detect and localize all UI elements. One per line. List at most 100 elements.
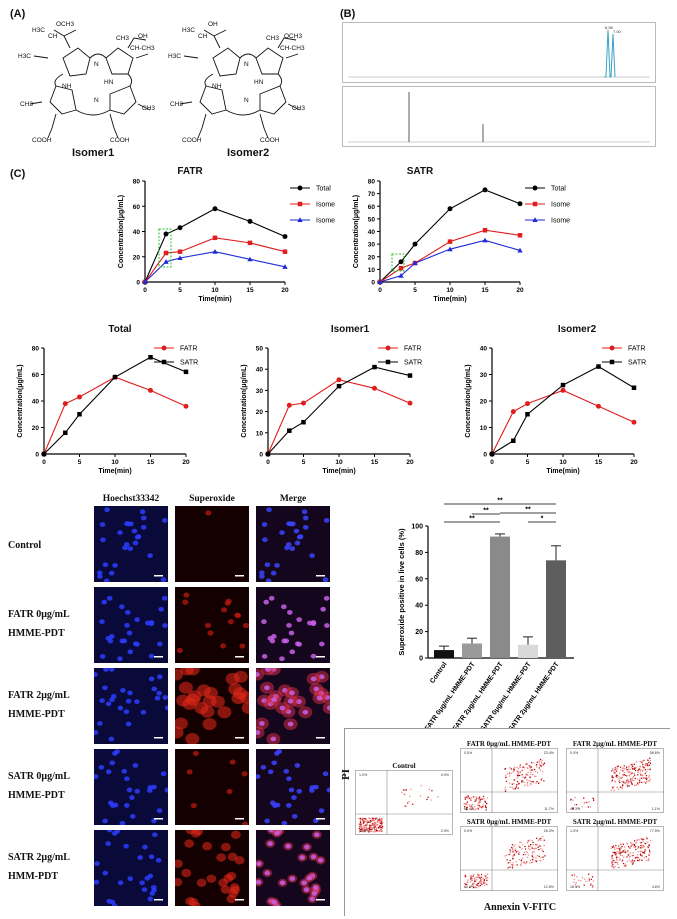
flow-event: [538, 855, 540, 858]
flow-event: [631, 779, 634, 781]
nucleus: [119, 604, 125, 610]
flow-quadrant-label: 1.0%: [359, 773, 368, 777]
cell-signal: [234, 612, 241, 618]
flow-event: [633, 774, 636, 776]
flow-event: [646, 771, 648, 773]
flow-event: [411, 803, 414, 805]
data-point: [161, 345, 167, 351]
isomer1-label: N: [94, 97, 99, 104]
nucleus: [273, 830, 280, 836]
nucleus: [109, 899, 116, 905]
micro-image: [175, 830, 249, 906]
nucleus: [142, 844, 148, 850]
cell-signal: [202, 842, 213, 851]
flow-event: [515, 852, 518, 854]
y-tick-label: 40: [480, 346, 488, 353]
flow-event: [430, 799, 432, 801]
flow-event: [374, 826, 376, 828]
flow-event: [478, 796, 481, 799]
flow-event: [643, 781, 645, 783]
flow-event: [617, 848, 619, 850]
flow-frame: [566, 748, 664, 813]
flow-event: [519, 846, 521, 849]
data-point: [297, 185, 303, 191]
flow-event: [635, 784, 637, 786]
flow-event: [631, 783, 633, 786]
flow-event: [537, 840, 540, 842]
nucleus: [283, 768, 290, 774]
flow-event: [543, 780, 545, 782]
data-point: [287, 428, 292, 433]
flow-event: [484, 884, 486, 886]
flow-event: [649, 850, 651, 853]
flow-event: [640, 841, 643, 844]
hplc-bottom-frame: [342, 86, 656, 147]
nucleus: [161, 595, 168, 601]
flow-event: [366, 821, 368, 823]
flow-event: [480, 806, 483, 808]
flow-event: [634, 857, 637, 859]
data-point: [41, 451, 47, 457]
flow-event: [526, 779, 528, 781]
x-tick-label: 0: [378, 287, 382, 294]
y-axis-label: Concentration(μg/mL): [353, 195, 360, 268]
flow-event: [641, 765, 644, 767]
flow-event: [610, 770, 613, 773]
flow-event: [621, 859, 624, 861]
flow-event: [533, 762, 535, 764]
nucleus: [106, 595, 113, 601]
flow-event: [479, 882, 481, 884]
nucleus: [112, 562, 118, 568]
flow-event: [374, 824, 377, 826]
nucleus: [281, 638, 288, 644]
scale-bar: [316, 656, 325, 658]
flow-event: [646, 845, 649, 848]
flow-event: [611, 778, 614, 780]
flow-event: [515, 786, 518, 788]
x-tick-label: 5: [526, 459, 530, 466]
flow-event: [639, 853, 642, 855]
flow-event: [641, 770, 644, 772]
nucleus: [98, 764, 105, 770]
flow-event: [532, 857, 535, 859]
data-point: [517, 233, 523, 238]
flow-event: [381, 827, 383, 829]
flow-event: [589, 806, 592, 808]
nucleus: [160, 771, 167, 777]
flow-event: [532, 861, 534, 863]
flow-event: [473, 886, 475, 889]
flow-event: [524, 862, 526, 865]
cell-signal: [207, 630, 214, 636]
flow-event: [516, 766, 518, 769]
scale-bar: [235, 656, 244, 658]
flow-event: [642, 759, 644, 762]
nucleus: [148, 676, 155, 682]
nucleus: [151, 686, 158, 692]
micro-image: [256, 587, 330, 663]
isomer1-comparison-chart: 0 10 20 30 40 50 0 5 10 15 20 Time(min) Concentratio…: [241, 346, 422, 476]
nucleus: [294, 763, 301, 768]
flow-event: [542, 856, 544, 858]
flow-event: [530, 762, 533, 764]
flow-quadrant-label: 40.3%: [570, 807, 581, 811]
micro-image: [94, 749, 168, 825]
flow-event: [623, 773, 625, 776]
flow-event: [644, 772, 647, 775]
nucleus: [261, 619, 267, 625]
flow-event: [530, 765, 532, 767]
flow-event: [640, 761, 643, 763]
flow-event: [377, 826, 380, 829]
nucleus: [279, 880, 286, 886]
flow-event: [535, 837, 538, 840]
nucleus: [162, 695, 168, 700]
flow-event: [611, 857, 614, 860]
chemical-structures: OCH3 H3C CH H3C CH3 OH CH-CH3 NH HN COOH…: [18, 18, 308, 148]
cell-signal: [223, 874, 234, 883]
nucleus: [326, 787, 330, 793]
flow-event: [528, 780, 530, 782]
x-tick-label: 5: [178, 287, 182, 294]
nucleus: [288, 521, 294, 527]
flow-event: [619, 852, 622, 854]
micro-tile-superoxide: [175, 506, 249, 582]
flow-event: [642, 774, 644, 777]
